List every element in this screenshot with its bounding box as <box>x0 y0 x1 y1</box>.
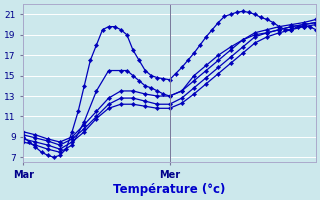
X-axis label: Température (°c): Température (°c) <box>113 183 226 196</box>
